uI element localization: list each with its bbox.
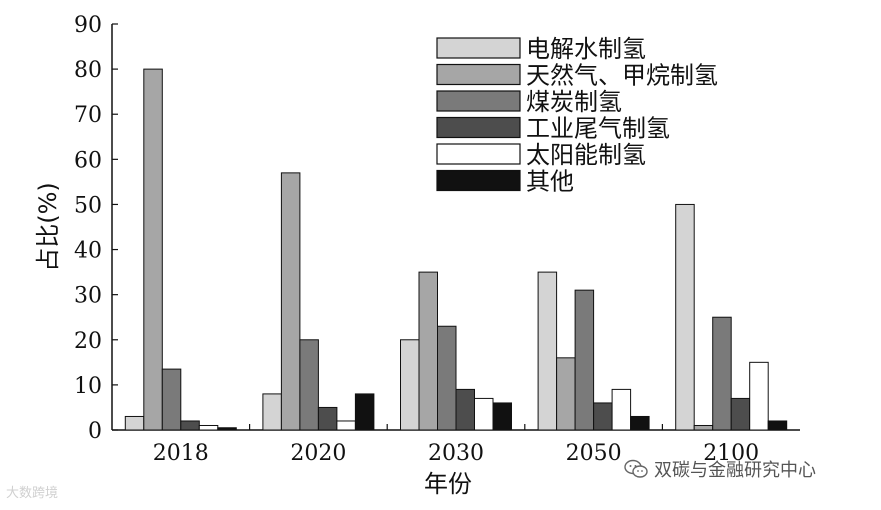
wechat-icon [624,459,648,478]
x-tick-label: 2100 [703,441,759,466]
y-tick-label: 90 [74,13,102,38]
bar [143,68,163,431]
bar [317,406,338,431]
legend-label: 太阳能制氢 [526,141,646,169]
bar [161,368,182,431]
bar [537,271,558,431]
x-tick-label: 2018 [153,441,209,466]
bar [198,424,219,431]
bar [675,203,695,431]
bar [749,361,769,431]
watermark-right: 双碳与金融研究中心 [624,456,816,482]
bar [630,415,650,431]
bars [124,68,788,431]
legend-label: 工业尾气制氢 [526,115,670,143]
y-tick-label: 50 [74,193,102,218]
bar [354,393,375,431]
x-tick-label: 2030 [428,441,484,466]
bar [556,357,576,431]
bar [693,424,714,431]
legend-swatch [436,63,521,86]
x-axis-title: 年份 [424,470,472,498]
legend-label: 天然气、甲烷制氢 [526,62,718,90]
bar [767,420,788,431]
legend-swatch [436,143,521,165]
bar [124,415,145,431]
bar [180,420,200,431]
legend-swatch [436,169,521,192]
bar [574,289,595,431]
legend-label: 其他 [526,168,574,196]
legend-swatch [436,90,521,112]
bar [455,388,475,431]
x-tick-label: 2050 [566,441,622,466]
legend-swatch [436,37,521,59]
y-tick-label: 70 [74,103,102,128]
bar [492,402,512,431]
x-tick-label: 2020 [290,441,346,466]
watermark-left: 大数跨境 [6,486,59,501]
bar [400,339,420,431]
y-tick-label: 30 [74,284,102,309]
bar [474,397,494,431]
y-tick-label: 0 [88,419,102,444]
y-tick-label: 40 [74,239,102,264]
bar [262,393,282,431]
bar [730,397,751,431]
bar [611,388,632,431]
y-tick-label: 80 [74,58,102,83]
legend-label: 电解水制氢 [526,35,646,63]
y-tick-label: 10 [74,374,102,399]
bar [437,325,457,431]
bar [418,271,438,431]
legend-label: 煤炭制氢 [526,88,622,116]
bar [593,402,613,431]
bar [712,316,732,431]
bar [299,339,319,431]
bar [280,172,301,431]
y-tick-label: 60 [74,148,102,173]
legend-swatch [436,116,521,139]
watermark-right-text: 双碳与金融研究中心 [654,460,816,481]
y-tick-label: 20 [74,329,102,354]
bar [336,420,356,431]
bar [217,427,237,431]
y-axis-title: 占比(%) [34,182,62,272]
